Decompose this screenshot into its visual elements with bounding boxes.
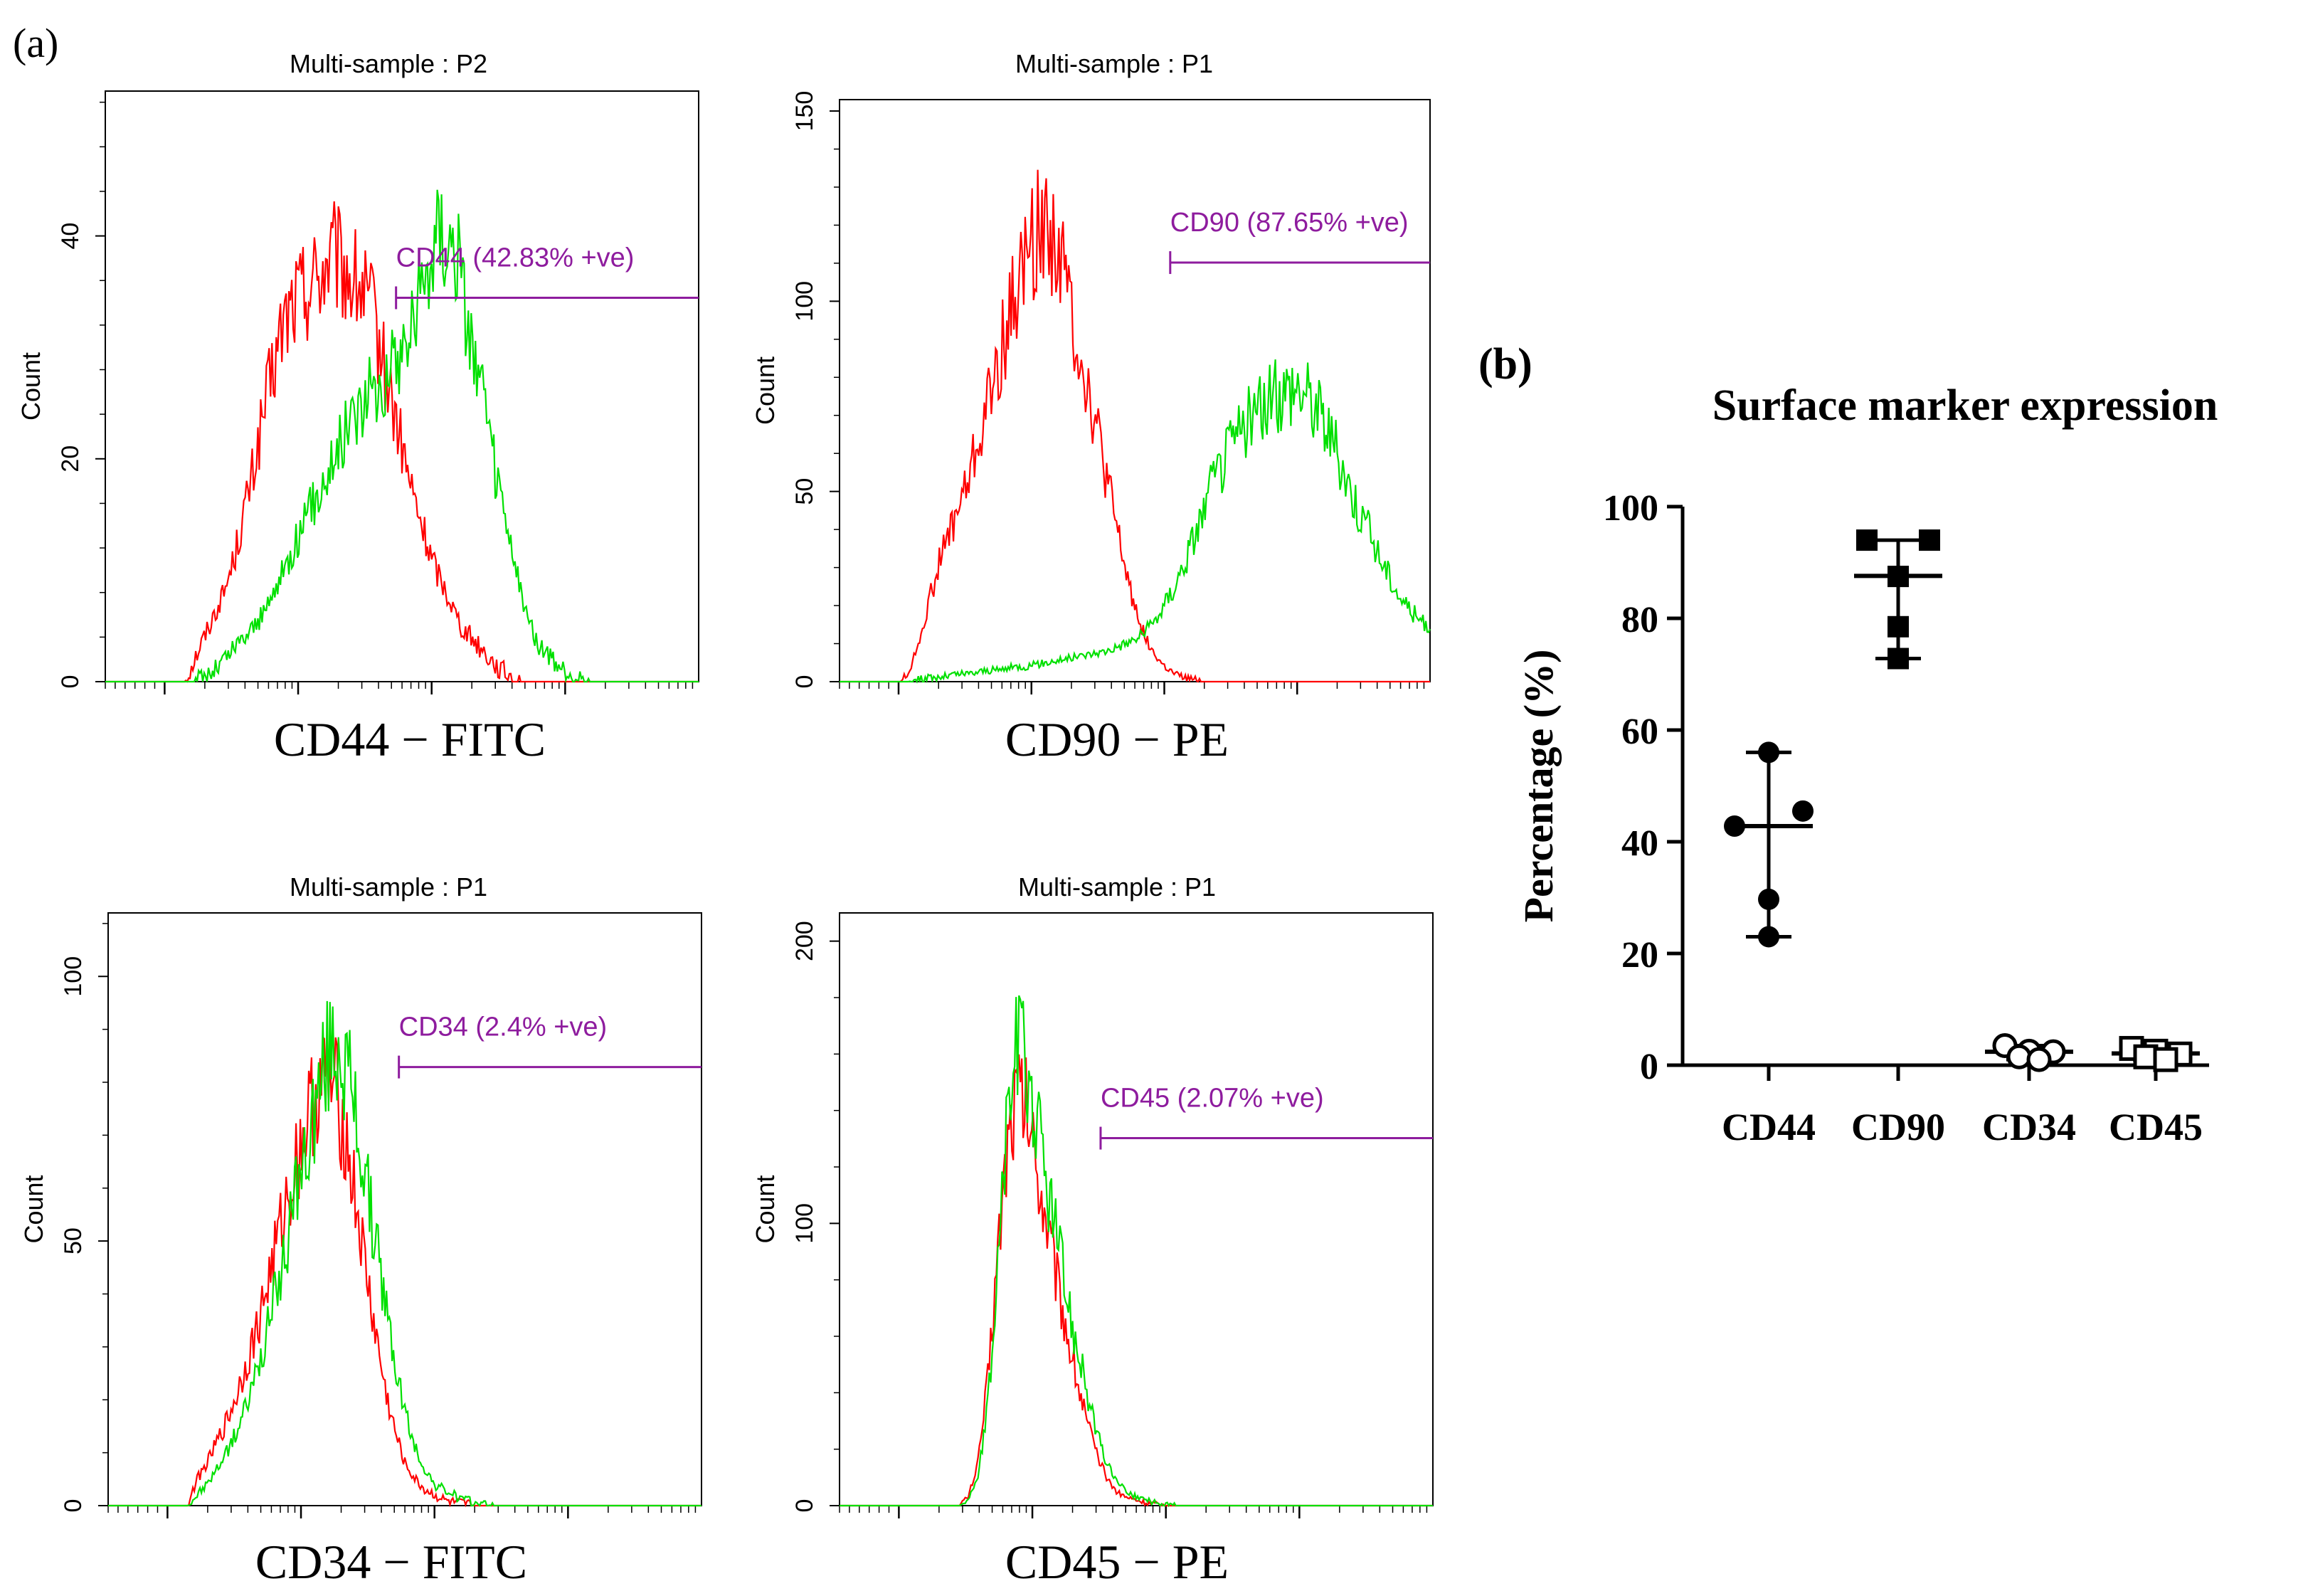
y-tick-label: 0: [60, 1499, 87, 1513]
y-tick-label: 40: [1621, 823, 1658, 864]
histogram-panel-cd45: Multi-sample : P1 Count 0 100 200 CD45 − PE CD…: [751, 872, 1434, 1589]
data-point: [1888, 648, 1909, 670]
data-point: [1888, 566, 1909, 588]
histogram-series-sample: [840, 995, 1433, 1508]
y-tick-label: 60: [1621, 712, 1658, 752]
panel-label-a: (a): [13, 20, 58, 66]
gate-label: CD90 (87.65% +ve): [1170, 208, 1409, 238]
surface-chart-title: Surface marker expression: [1712, 381, 2218, 430]
histogram-title: Multi-sample : P1: [1018, 872, 1216, 902]
y-axis-label: Count: [751, 1175, 780, 1243]
histogram-title: Multi-sample : P2: [290, 49, 487, 78]
y-tick-label: 20: [57, 445, 84, 472]
data-point: [1758, 888, 1779, 910]
y-tick-label: 100: [1603, 488, 1658, 529]
x-tick-label: CD44: [1722, 1106, 1816, 1148]
x-axis-label: CD44 − FITC: [274, 712, 546, 766]
x-axis-label: CD90 − PE: [1005, 712, 1229, 766]
x-axis-label: CD34 − FITC: [255, 1535, 527, 1589]
x-tick-label: CD45: [2109, 1106, 2203, 1148]
group-cd45: [2112, 1035, 2200, 1072]
group-cd90: [1854, 529, 1942, 670]
data-point: [1792, 800, 1814, 822]
y-tick-label: 0: [791, 1499, 818, 1513]
x-axis-label: CD45 − PE: [1005, 1535, 1229, 1589]
data-point: [1856, 529, 1878, 551]
data-point: [1724, 815, 1745, 837]
histogram-panel-cd90: Multi-sample : P1 Count 0 50 100 150 CD90 − PE…: [751, 49, 1431, 766]
y-tick-label: 0: [1640, 1047, 1658, 1087]
gate-label: CD45 (2.07% +ve): [1101, 1084, 1324, 1114]
y-tick-label: 0: [791, 675, 818, 689]
data-point: [2026, 1047, 2052, 1072]
gate-label: CD34 (2.4% +ve): [399, 1013, 608, 1042]
y-tick-label: 100: [791, 281, 818, 322]
histogram-series-control: [840, 1054, 1433, 1507]
y-axis-label: Count: [19, 1175, 48, 1243]
plot-frame: [839, 99, 1431, 682]
y-tick-label: 50: [60, 1227, 87, 1254]
data-point: [1758, 926, 1779, 948]
y-tick-label: 200: [791, 921, 818, 961]
y-tick-label: 40: [57, 223, 84, 250]
group-cd44: [1724, 741, 1814, 948]
y-axis-label: Count: [16, 352, 46, 421]
x-tick-label: CD34: [1982, 1106, 2076, 1148]
histogram-series-control: [108, 1035, 702, 1508]
histogram-panel-cd34: Multi-sample : P1 Count 0 50 100 CD34 − FITC C…: [19, 872, 702, 1589]
data-point: [2153, 1047, 2178, 1072]
data-point: [2006, 1044, 2032, 1069]
y-tick-label: 0: [57, 675, 84, 689]
panel-label-b: (b): [1478, 340, 1532, 389]
data-point: [1758, 741, 1779, 763]
histogram-series-sample: [840, 359, 1431, 684]
y-axis-label: Percentage (%): [1515, 650, 1562, 923]
plot-frame: [107, 912, 702, 1506]
y-tick-label: 50: [791, 478, 818, 505]
surface-marker-chart: Surface marker expression Percentage (%) 0…: [1515, 381, 2218, 1148]
group-cd34: [1985, 1033, 2073, 1072]
histogram-series-control: [840, 169, 1430, 683]
charts-container: Multi-sample : P2 Count 0 20 40 CD44 − FITC CD…: [16, 49, 2218, 1589]
y-tick-label: 100: [791, 1203, 818, 1244]
histogram-series-sample: [108, 1000, 702, 1507]
histogram-panel-cd44: Multi-sample : P2 Count 0 20 40 CD44 − FITC CD…: [16, 49, 699, 766]
gate-label: CD44 (42.83% +ve): [396, 243, 635, 273]
x-tick-label: CD90: [1851, 1106, 1945, 1148]
y-tick-label: 150: [791, 91, 818, 132]
histogram-title: Multi-sample : P1: [290, 872, 487, 902]
y-tick-label: 80: [1621, 600, 1658, 640]
histogram-series-control: [105, 201, 699, 683]
histogram-title: Multi-sample : P1: [1015, 49, 1213, 78]
data-point: [1888, 615, 1909, 638]
y-tick-label: 100: [60, 956, 87, 997]
y-axis-label: Count: [751, 356, 780, 425]
histogram-series-sample: [105, 189, 699, 684]
y-tick-label: 20: [1621, 935, 1658, 976]
data-point: [1919, 529, 1940, 551]
plot-frame: [839, 912, 1434, 1506]
plot-frame: [105, 90, 699, 682]
